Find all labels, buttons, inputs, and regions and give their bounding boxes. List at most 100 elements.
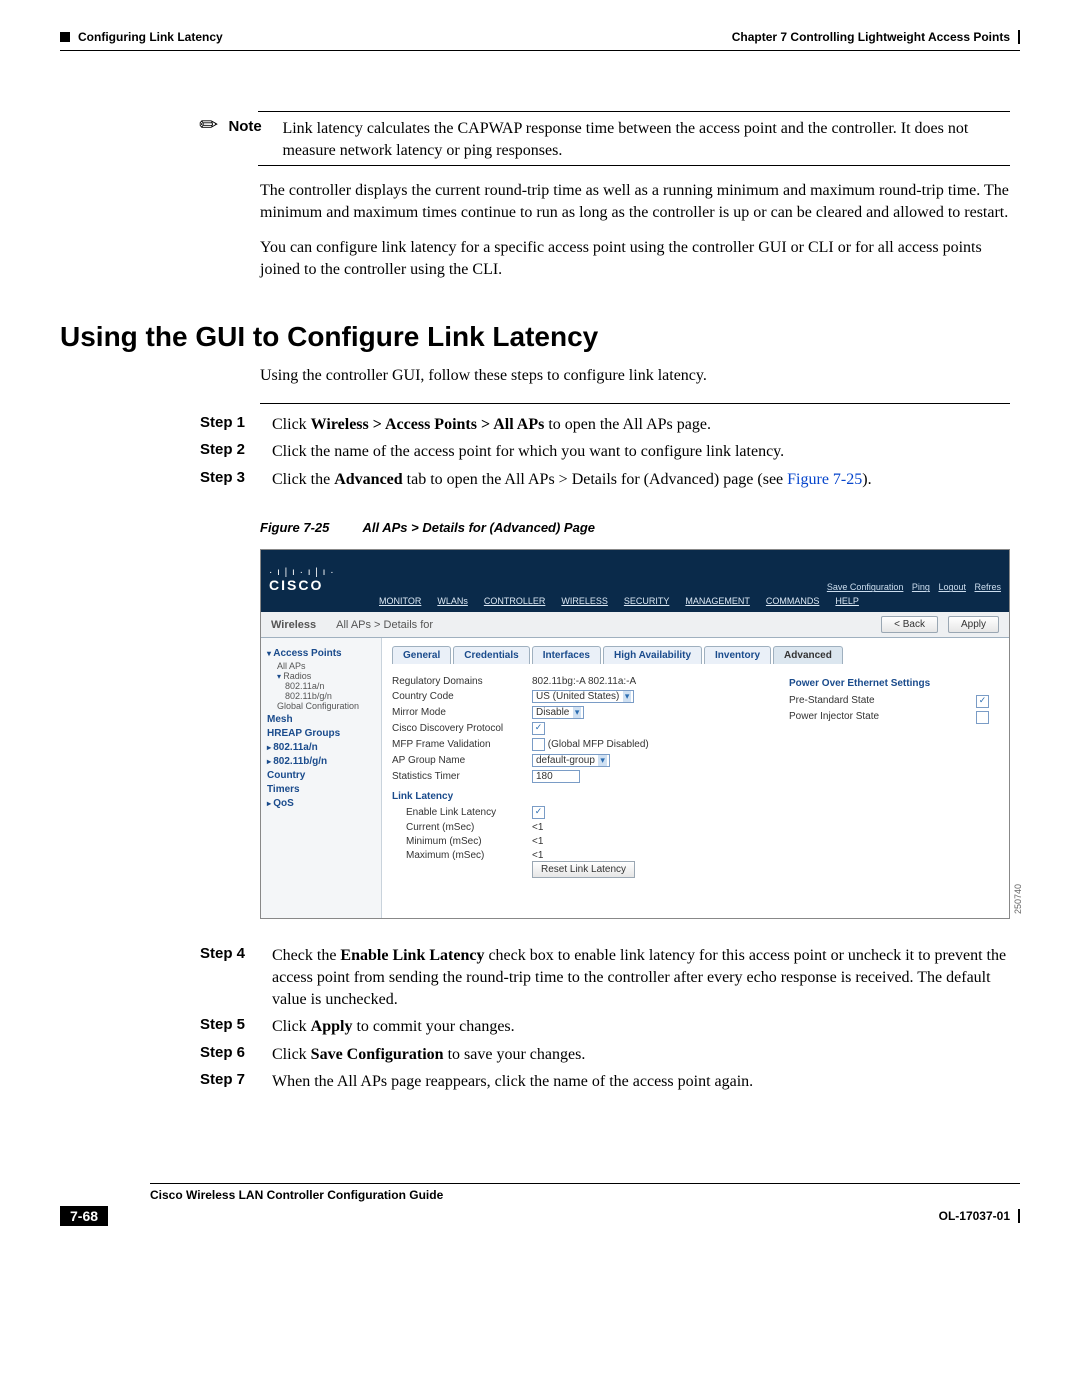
footer-bar: 7-68 OL-17037-01 xyxy=(60,1206,1020,1226)
step-row: Step 1 Click Wireless > Access Points > … xyxy=(200,414,1010,436)
back-button[interactable]: < Back xyxy=(881,616,938,633)
pss-checkbox[interactable] xyxy=(976,695,989,708)
sidebar-item[interactable]: HREAP Groups xyxy=(267,728,375,739)
refresh-link[interactable]: Refres xyxy=(974,582,1001,592)
step-label: Step 5 xyxy=(200,1016,258,1038)
menu-item[interactable]: SECURITY xyxy=(624,596,670,606)
step-text-part: tab to open the All APs > Details for (A… xyxy=(403,471,787,488)
form-value: <1 xyxy=(532,850,543,861)
form-label: Maximum (mSec) xyxy=(406,850,532,861)
step-label: Step 1 xyxy=(200,414,258,436)
step-bold: Save Configuration xyxy=(311,1046,444,1063)
step-text: Click the name of the access point for w… xyxy=(272,441,1010,463)
header-rule xyxy=(60,50,1020,51)
menu-item[interactable]: WLANs xyxy=(437,596,468,606)
pis-checkbox[interactable] xyxy=(976,711,989,724)
ell-checkbox[interactable] xyxy=(532,806,545,819)
step-text: When the All APs page reappears, click t… xyxy=(272,1071,1010,1093)
sidebar-item[interactable]: 802.11b/g/n xyxy=(267,756,375,767)
stats-input[interactable]: 180 xyxy=(532,770,580,783)
tab-inventory[interactable]: Inventory xyxy=(704,646,771,664)
step-text-part: to commit your changes. xyxy=(352,1018,514,1035)
menu-item[interactable]: HELP xyxy=(835,596,859,606)
ping-link[interactable]: Ping xyxy=(912,582,930,592)
step-row: Step 5 Click Apply to commit your change… xyxy=(200,1016,1010,1038)
sidebar-item[interactable]: Country xyxy=(267,770,375,781)
tabs: General Credentials Interfaces High Avai… xyxy=(392,646,999,664)
step-text-part: Click xyxy=(272,1018,311,1035)
form-label: Country Code xyxy=(392,691,532,702)
top-links: Save Configuration Ping Logout Refres xyxy=(821,582,1001,592)
steps-rule xyxy=(260,403,1010,404)
tab-credentials[interactable]: Credentials xyxy=(453,646,529,664)
menu-item[interactable]: MANAGEMENT xyxy=(685,596,750,606)
form-value: 802.11bg:-A 802.11a:-A xyxy=(532,676,636,687)
sub-bar: Wireless All APs > Details for < Back Ap… xyxy=(261,612,1009,638)
mfp-note: (Global MFP Disabled) xyxy=(548,739,649,750)
paragraph: You can configure link latency for a spe… xyxy=(260,237,1010,280)
menu-item[interactable]: WIRELESS xyxy=(561,596,608,606)
step-label: Step 6 xyxy=(200,1044,258,1066)
section-title: Configuring Link Latency xyxy=(78,30,223,44)
mirror-select[interactable]: Disable xyxy=(532,706,584,719)
sidebar-item[interactable]: All APs xyxy=(277,661,375,671)
step-text-part: Check the xyxy=(272,947,340,964)
step-text: Click Apply to commit your changes. xyxy=(272,1016,1010,1038)
step-text: Click the Advanced tab to open the All A… xyxy=(272,469,1010,491)
reset-button[interactable]: Reset Link Latency xyxy=(532,861,635,878)
tab-general[interactable]: General xyxy=(392,646,451,664)
sidebar-item[interactable]: 802.11a/n xyxy=(285,681,375,691)
step-bold: Apply xyxy=(311,1018,353,1035)
cisco-logo: · ı | ı · ı | ı · CISCO xyxy=(269,568,335,592)
figure-code: 250740 xyxy=(1013,884,1023,914)
heading-2: Using the GUI to Configure Link Latency xyxy=(60,321,1020,353)
menu-item[interactable]: CONTROLLER xyxy=(484,596,546,606)
cisco-header: · ı | ı · ı | ı · CISCO Save Configurati… xyxy=(261,550,1009,592)
apgroup-select[interactable]: default-group xyxy=(532,754,610,767)
step-text-part: Click xyxy=(272,1046,311,1063)
figure-ref-link[interactable]: Figure 7-25 xyxy=(787,471,862,488)
form-label: AP Group Name xyxy=(392,755,532,766)
tab-advanced[interactable]: Advanced xyxy=(773,646,843,664)
sidebar-item[interactable]: QoS xyxy=(267,798,375,809)
doc-number: OL-17037-01 xyxy=(939,1209,1020,1223)
page-header: Configuring Link Latency Chapter 7 Contr… xyxy=(60,30,1020,44)
save-config-link[interactable]: Save Configuration xyxy=(827,582,904,592)
note-icon: ✎ xyxy=(194,109,225,140)
apply-button[interactable]: Apply xyxy=(948,616,999,633)
tab-ha[interactable]: High Availability xyxy=(603,646,702,664)
sidebar-item[interactable]: 802.11a/n xyxy=(267,742,375,753)
page-number: 7-68 xyxy=(60,1206,108,1226)
step-bold: Enable Link Latency xyxy=(340,947,484,964)
poe-panel: Power Over Ethernet Settings Pre-Standar… xyxy=(789,678,989,727)
poe-heading: Power Over Ethernet Settings xyxy=(789,678,989,689)
footer-bar-mark xyxy=(1018,1209,1020,1223)
step-label: Step 2 xyxy=(200,441,258,463)
cdp-checkbox[interactable] xyxy=(532,722,545,735)
country-select[interactable]: US (United States) xyxy=(532,690,634,703)
main-menu: MONITOR WLANs CONTROLLER WIRELESS SECURI… xyxy=(261,592,1009,612)
mfp-checkbox[interactable] xyxy=(532,738,545,751)
note-bottom-rule xyxy=(258,165,1010,166)
poe-label: Pre-Standard State xyxy=(789,695,875,708)
tab-interfaces[interactable]: Interfaces xyxy=(532,646,601,664)
sidebar-item[interactable]: 802.11b/g/n xyxy=(285,691,375,701)
footer-guide: Cisco Wireless LAN Controller Configurat… xyxy=(150,1188,1020,1202)
menu-item[interactable]: MONITOR xyxy=(379,596,421,606)
step-text-part: to open the All APs page. xyxy=(544,416,711,433)
sidebar-item[interactable]: Mesh xyxy=(267,714,375,725)
poe-label: Power Injector State xyxy=(789,711,879,724)
menu-item[interactable]: COMMANDS xyxy=(766,596,820,606)
step-label: Step 4 xyxy=(200,945,258,1010)
note-text: Link latency calculates the CAPWAP respo… xyxy=(282,118,1010,161)
sidebar: Access Points All APs Radios 802.11a/n 8… xyxy=(261,638,382,918)
sidebar-item[interactable]: Access Points xyxy=(267,648,375,659)
sidebar-item[interactable]: Radios xyxy=(277,671,375,681)
section-label: Wireless xyxy=(271,619,316,631)
form-label: Mirror Mode xyxy=(392,707,532,718)
form-value: <1 xyxy=(532,836,543,847)
sidebar-item[interactable]: Timers xyxy=(267,784,375,795)
logout-link[interactable]: Logout xyxy=(938,582,966,592)
sidebar-item[interactable]: Global Configuration xyxy=(277,701,375,711)
figure-screenshot: · ı | ı · ı | ı · CISCO Save Configurati… xyxy=(260,549,1010,919)
